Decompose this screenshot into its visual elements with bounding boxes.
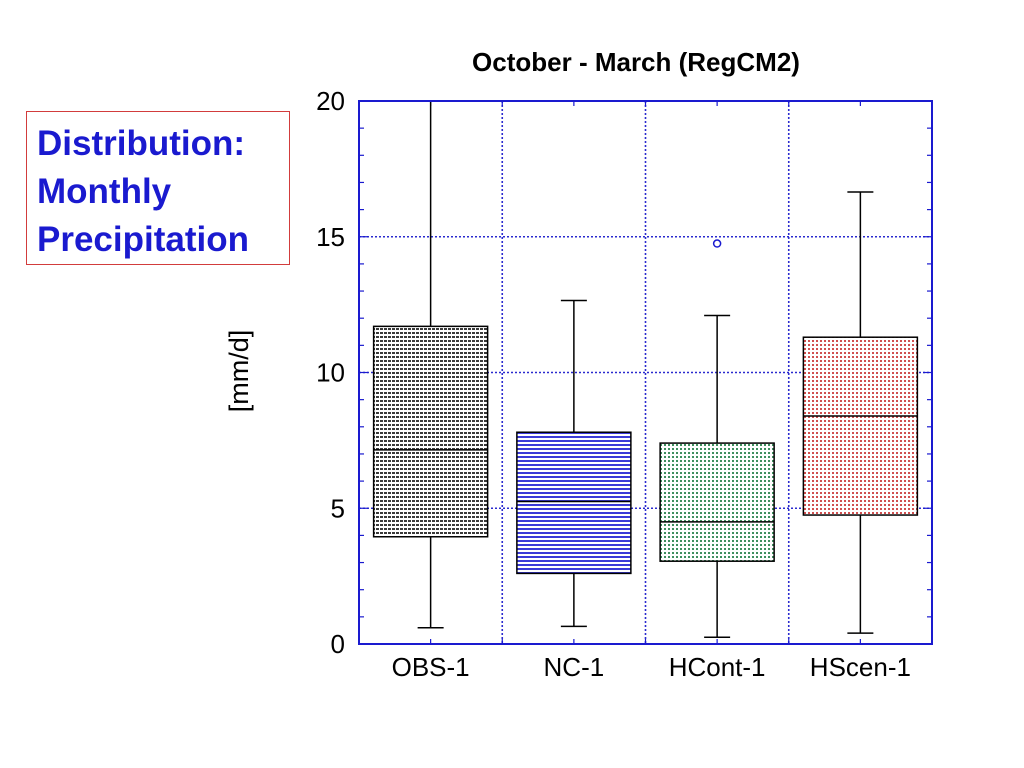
side-label-line-2: Monthly bbox=[37, 172, 172, 211]
box bbox=[372, 325, 489, 538]
plot-frame bbox=[358, 100, 933, 645]
x-tick-label: NC-1 bbox=[544, 652, 605, 682]
side-label-line-1: Distribution: bbox=[37, 124, 246, 163]
box bbox=[802, 336, 919, 516]
side-label-box: Distribution: Monthly Precipitation bbox=[26, 111, 290, 265]
y-tick-label: 0 bbox=[331, 629, 345, 659]
y-tick-label: 15 bbox=[316, 222, 345, 252]
box bbox=[659, 442, 775, 562]
chart-title: October - March (RegCM2) bbox=[472, 47, 800, 77]
x-tick-label: OBS-1 bbox=[392, 652, 470, 682]
y-tick-label: 5 bbox=[331, 493, 345, 523]
y-axis-label: [mm/d] bbox=[224, 330, 254, 413]
x-tick-label: HScen-1 bbox=[810, 652, 911, 682]
y-tick-label: 10 bbox=[316, 358, 345, 388]
outlier-point bbox=[712, 239, 722, 248]
y-tick-label: 20 bbox=[316, 86, 345, 116]
axis-labels: 0 5 10 15 20 OBS-1 NC-1 HCont-1 HScen-1 bbox=[316, 86, 911, 682]
side-label-line-3: Precipitation bbox=[37, 220, 249, 259]
x-tick-label: HCont-1 bbox=[669, 652, 766, 682]
box bbox=[516, 431, 632, 575]
boxes bbox=[372, 100, 919, 638]
